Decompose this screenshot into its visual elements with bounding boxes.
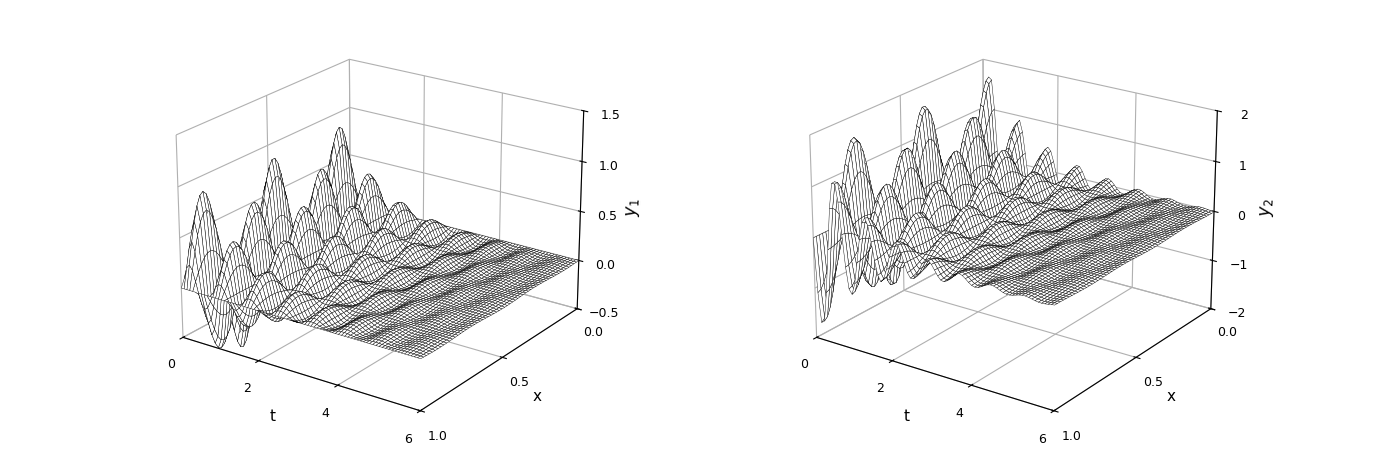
Y-axis label: x: x — [1166, 389, 1175, 404]
X-axis label: t: t — [269, 409, 276, 425]
Y-axis label: x: x — [533, 389, 542, 404]
X-axis label: t: t — [903, 409, 910, 425]
